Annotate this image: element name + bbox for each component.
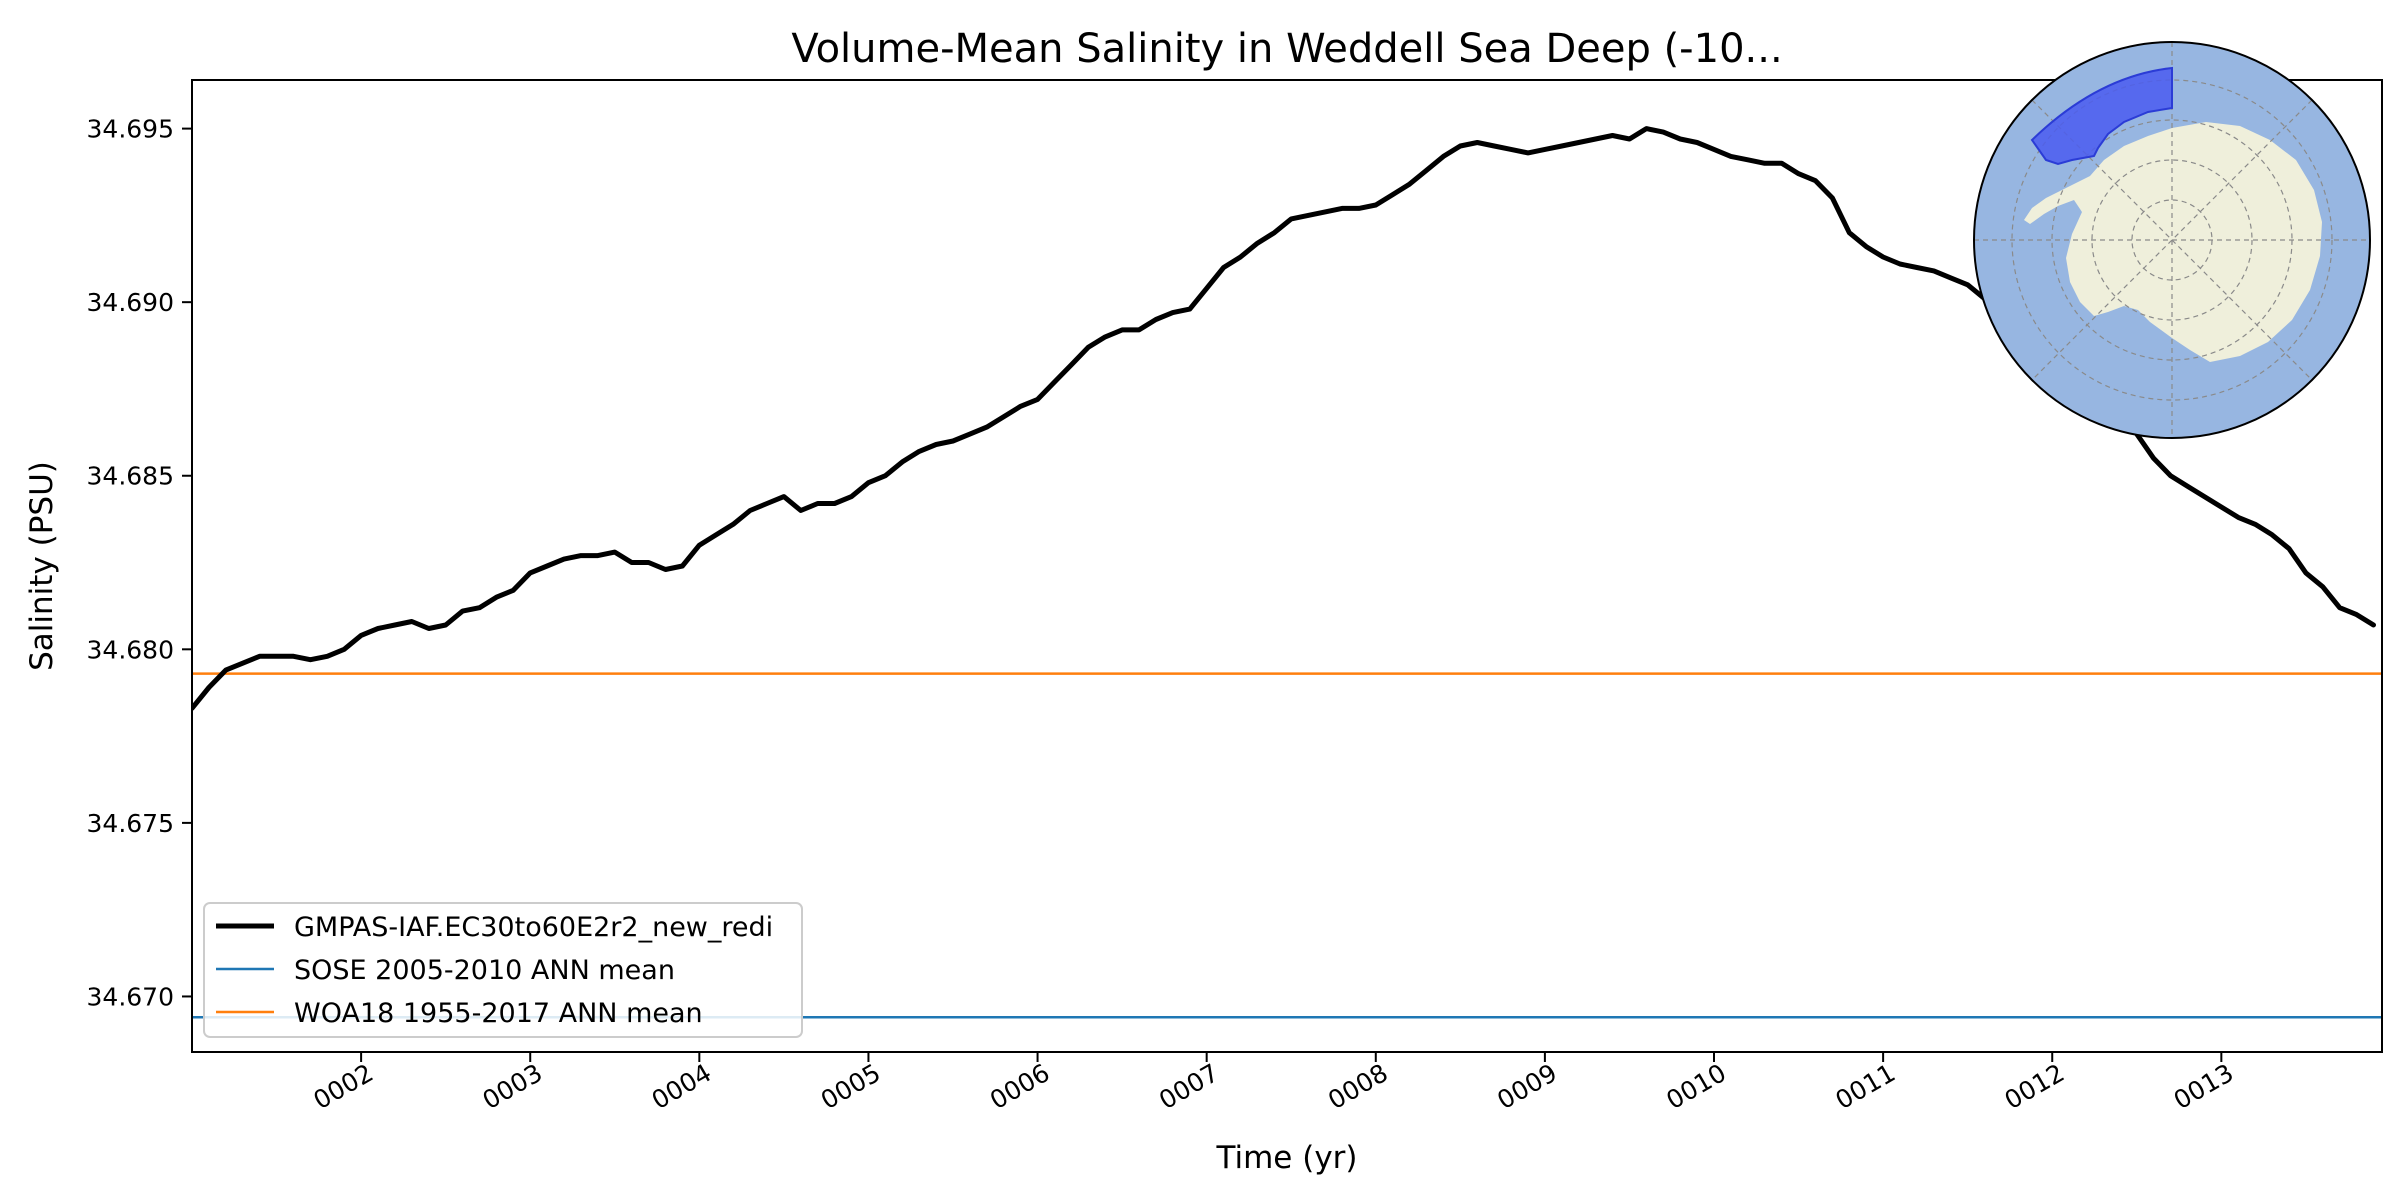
- y-tick-label: 34.675: [87, 809, 174, 838]
- x-axis-label: Time (yr): [1216, 1140, 1358, 1176]
- inset-map: [1973, 41, 2371, 439]
- antarctica-land: [2066, 122, 2322, 362]
- chart-title: Volume-Mean Salinity in Weddell Sea Deep…: [791, 26, 1782, 72]
- plot-frame: [191, 79, 2383, 1053]
- legend: GMPAS-IAF.EC30to60E2r2_new_redi SOSE 200…: [203, 902, 803, 1038]
- y-tick-label: 34.670: [87, 982, 174, 1011]
- legend-label-model: GMPAS-IAF.EC30to60E2r2_new_redi: [294, 912, 773, 943]
- y-tick-label: 34.685: [87, 462, 174, 491]
- antarctic-peninsula: [2024, 176, 2090, 224]
- legend-label-sose: SOSE 2005-2010 ANN mean: [294, 955, 675, 986]
- legend-box: [203, 902, 803, 1038]
- y-tick-label: 34.690: [87, 288, 174, 317]
- y-tick-label: 34.680: [87, 635, 174, 664]
- y-tick-label: 34.695: [87, 115, 174, 144]
- weddell-sea-region: [2030, 66, 2173, 166]
- y-axis-label: Salinity (PSU): [24, 461, 60, 671]
- legend-label-woa: WOA18 1955-2017 ANN mean: [294, 998, 703, 1029]
